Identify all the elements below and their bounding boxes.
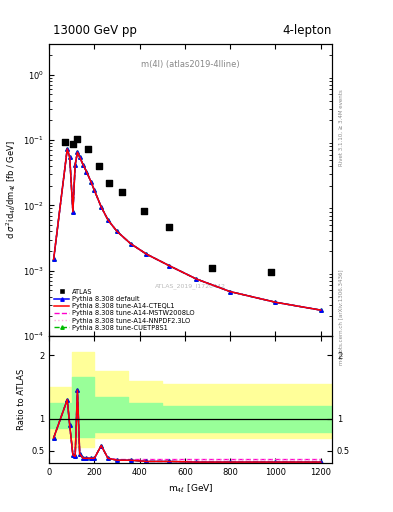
Point bbox=[74, 135, 81, 143]
Text: 13000 GeV pp: 13000 GeV pp bbox=[53, 24, 137, 37]
Text: 4-lepton: 4-lepton bbox=[282, 24, 331, 37]
Point bbox=[84, 145, 91, 153]
Legend: ATLAS, Pythia 8.308 default, Pythia 8.308 tune-A14-CTEQL1, Pythia 8.308 tune-A14: ATLAS, Pythia 8.308 default, Pythia 8.30… bbox=[52, 287, 196, 333]
Point bbox=[166, 223, 172, 231]
Point bbox=[118, 188, 125, 196]
Text: ATLAS_2019_I1720442: ATLAS_2019_I1720442 bbox=[155, 284, 226, 289]
Point bbox=[209, 264, 215, 272]
Text: Rivet 3.1.10, ≥ 3.4M events: Rivet 3.1.10, ≥ 3.4M events bbox=[339, 90, 344, 166]
Point bbox=[62, 137, 68, 145]
Y-axis label: d $\sigma^2$id$_{4\ell}$/dm$_{4\ell}$ [fb / GeV]: d $\sigma^2$id$_{4\ell}$/dm$_{4\ell}$ [f… bbox=[4, 140, 18, 239]
Text: mcplots.cern.ch [arXiv:1306.3436]: mcplots.cern.ch [arXiv:1306.3436] bbox=[339, 270, 344, 365]
Point bbox=[268, 268, 274, 276]
Point bbox=[106, 179, 112, 187]
Point bbox=[96, 162, 102, 170]
Text: m(4l) (atlas2019-4lline): m(4l) (atlas2019-4lline) bbox=[141, 59, 240, 69]
Point bbox=[141, 207, 147, 215]
X-axis label: m$_{4\ell}$ [GeV]: m$_{4\ell}$ [GeV] bbox=[168, 483, 213, 495]
Y-axis label: Ratio to ATLAS: Ratio to ATLAS bbox=[17, 369, 26, 431]
Point bbox=[70, 140, 76, 148]
